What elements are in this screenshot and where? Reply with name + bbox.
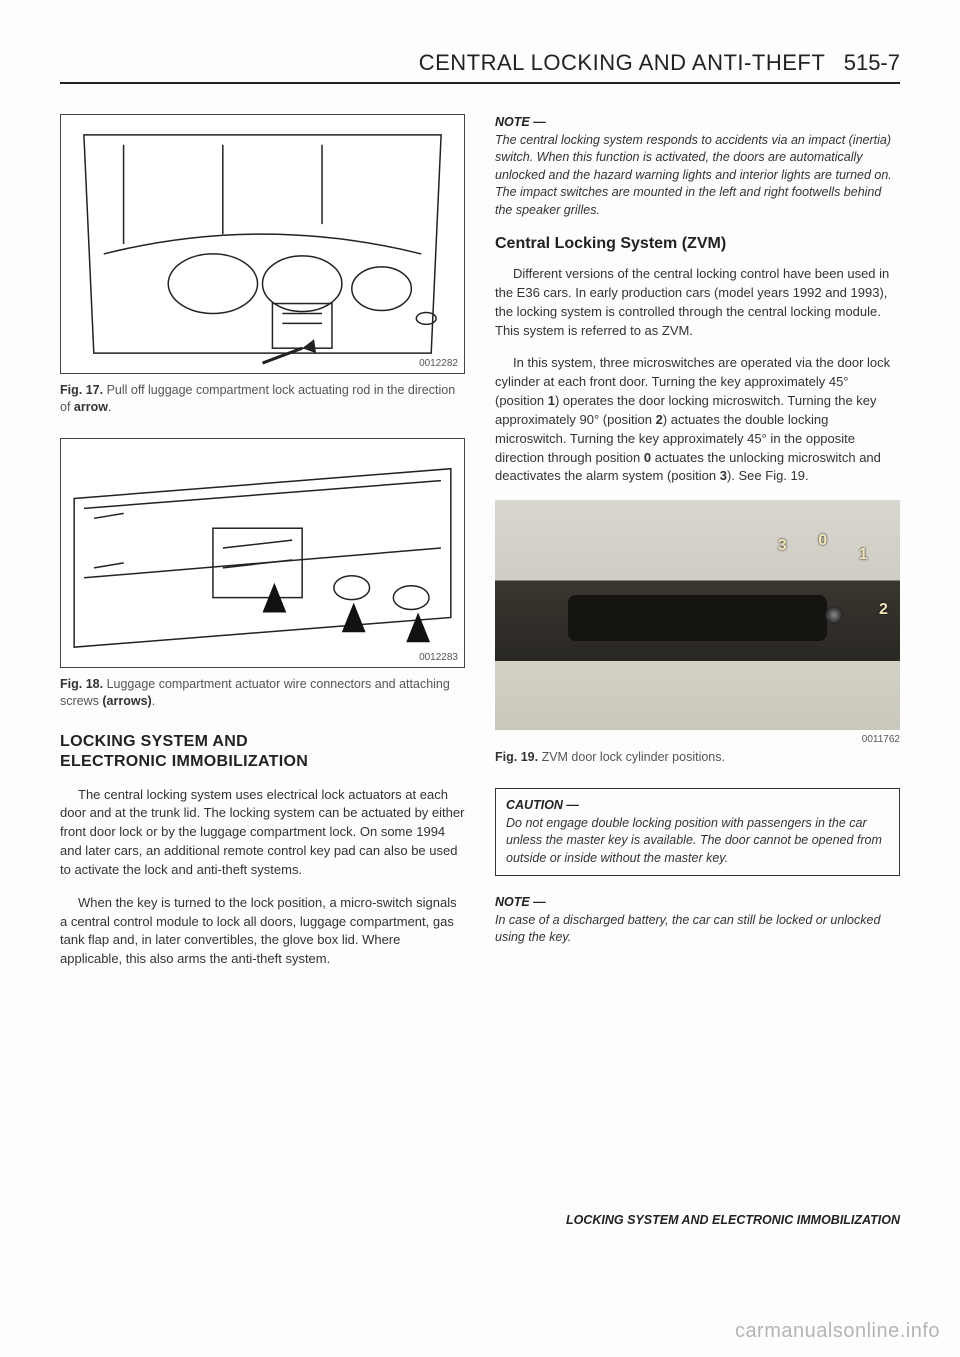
left-column: 0012282 Fig. 17. Pull off luggage compar… bbox=[60, 114, 465, 983]
subsection-heading: Central Locking System (ZVM) bbox=[495, 235, 900, 253]
fig17-caption: Fig. 17. Pull off luggage compartment lo… bbox=[60, 382, 465, 416]
fig17-ref: 0012282 bbox=[419, 358, 458, 369]
header-page-number: 515-7 bbox=[844, 50, 900, 75]
caution-box: CAUTION — Do not engage double locking p… bbox=[495, 788, 900, 876]
manual-page: CENTRAL LOCKING AND ANTI-THEFT 515-7 bbox=[0, 0, 960, 1357]
fig19-ref: 0011762 bbox=[495, 734, 900, 745]
photo-label-1: 1 bbox=[859, 546, 868, 564]
left-paragraph-2: When the key is turned to the lock posit… bbox=[60, 894, 465, 969]
right-paragraph-1: Different versions of the central lockin… bbox=[495, 265, 900, 340]
heading-line1: LOCKING SYSTEM AND bbox=[60, 733, 248, 750]
door-handle-graphic bbox=[568, 595, 827, 641]
section-heading: LOCKING SYSTEM AND ELECTRONIC IMMOBILIZA… bbox=[60, 732, 465, 772]
note-1: NOTE — The central locking system respon… bbox=[495, 114, 900, 219]
note-2: NOTE — In case of a discharged battery, … bbox=[495, 894, 900, 947]
watermark: carmanualsonline.info bbox=[735, 1320, 940, 1343]
fig19-caption: Fig. 19. ZVM door lock cylinder position… bbox=[495, 749, 900, 766]
fig18-caption: Fig. 18. Luggage compartment actuator wi… bbox=[60, 676, 465, 710]
fig19-label: Fig. 19. bbox=[495, 750, 538, 764]
note1-label: NOTE — bbox=[495, 115, 546, 129]
fig17-svg bbox=[61, 115, 464, 373]
right-paragraph-2: In this system, three microswitches are … bbox=[495, 354, 900, 486]
right-column: NOTE — The central locking system respon… bbox=[495, 114, 900, 983]
figure-19-photo: 3 0 1 2 bbox=[495, 500, 900, 730]
fig18-label: Fig. 18. bbox=[60, 677, 103, 691]
left-paragraph-1: The central locking system uses electric… bbox=[60, 786, 465, 880]
photo-label-3: 3 bbox=[778, 537, 787, 555]
note1-text: The central locking system responds to a… bbox=[495, 133, 892, 217]
figure-18-illustration: 0012283 bbox=[60, 438, 465, 668]
fig17-label: Fig. 17. bbox=[60, 383, 103, 397]
heading-line2: ELECTRONIC IMMOBILIZATION bbox=[60, 753, 308, 770]
caution-label: CAUTION — bbox=[506, 798, 579, 812]
page-header: CENTRAL LOCKING AND ANTI-THEFT 515-7 bbox=[60, 50, 900, 84]
photo-label-0: 0 bbox=[818, 532, 827, 550]
keyhole-graphic bbox=[825, 606, 843, 624]
fig17-bold: arrow bbox=[74, 400, 108, 414]
header-title: CENTRAL LOCKING AND ANTI-THEFT bbox=[419, 50, 826, 75]
fig17-text: Pull off luggage compartment lock actuat… bbox=[60, 383, 455, 414]
fig18-bold: (arrows) bbox=[102, 694, 151, 708]
note2-text: In case of a discharged battery, the car… bbox=[495, 913, 880, 945]
caution-text: Do not engage double locking position wi… bbox=[506, 816, 882, 865]
fig19-text: ZVM door lock cylinder positions. bbox=[542, 750, 725, 764]
footer-section-title: LOCKING SYSTEM AND ELECTRONIC IMMOBILIZA… bbox=[566, 1213, 900, 1227]
figure-17-illustration: 0012282 bbox=[60, 114, 465, 374]
fig18-svg bbox=[61, 439, 464, 667]
two-column-layout: 0012282 Fig. 17. Pull off luggage compar… bbox=[60, 114, 900, 983]
photo-label-2: 2 bbox=[879, 601, 888, 619]
fig18-ref: 0012283 bbox=[419, 652, 458, 663]
note2-label: NOTE — bbox=[495, 895, 546, 909]
